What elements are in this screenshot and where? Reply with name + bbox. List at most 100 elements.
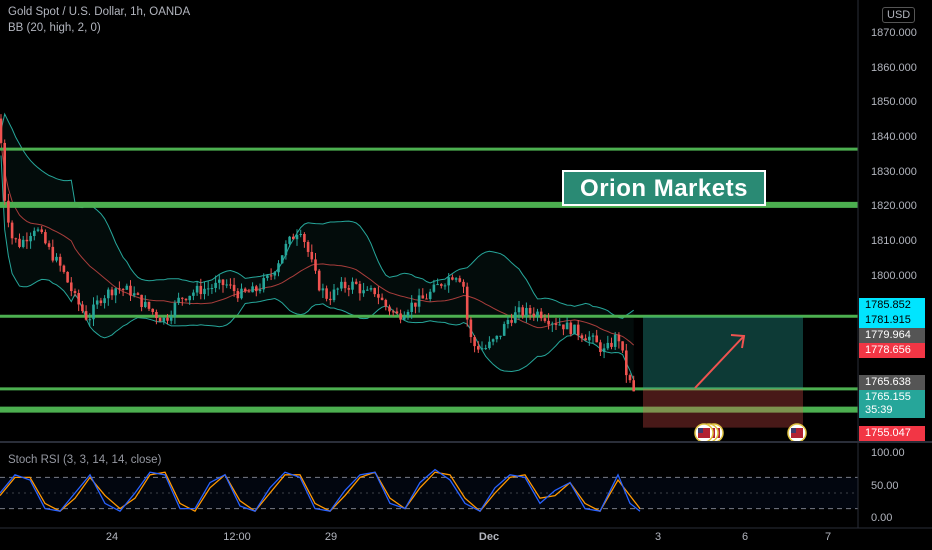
rsi-tick: 50.00: [871, 480, 899, 492]
time-tick: 12:00: [223, 531, 251, 543]
event-flag-canton: [791, 428, 796, 433]
currency-badge[interactable]: USD: [882, 7, 916, 23]
candle-body: [332, 289, 336, 301]
candle-body: [243, 288, 247, 292]
candle: [14, 237, 18, 243]
candle: [377, 286, 380, 305]
stoch-rsi-legend[interactable]: Stoch RSI (3, 3, 14, 14, close): [8, 454, 162, 466]
symbol-title[interactable]: Gold Spot / U.S. Dollar, 1h, OANDA: [8, 6, 191, 18]
candle: [451, 274, 454, 281]
candle-body: [0, 118, 3, 143]
candle: [321, 283, 325, 298]
candle: [632, 375, 635, 392]
candle: [384, 298, 388, 311]
candle-body: [240, 288, 243, 299]
candle: [36, 227, 40, 233]
candle-body: [280, 255, 284, 264]
candle-body: [488, 341, 491, 349]
candle: [613, 331, 617, 350]
candle: [539, 308, 543, 322]
candle-body: [29, 236, 32, 242]
time-tick: 6: [741, 531, 749, 543]
candle: [132, 286, 136, 298]
candle-body: [21, 239, 25, 247]
candle-body: [232, 284, 236, 292]
candle-body: [506, 320, 510, 325]
candle-body: [18, 238, 21, 247]
candle: [103, 295, 106, 309]
candle-body: [221, 279, 225, 286]
candle-body: [51, 246, 55, 261]
rsi-d-line: [0, 471, 641, 513]
candle-body: [317, 270, 321, 291]
event-flag-icon: [787, 423, 807, 443]
candle-body: [55, 256, 58, 261]
stoch-rsi-pane: [0, 468, 858, 513]
rsi-tick: 0.00: [871, 512, 893, 524]
candle-body: [443, 285, 447, 287]
candle: [554, 317, 558, 330]
candle-body: [410, 302, 413, 312]
candle-body: [354, 281, 358, 284]
candle: [21, 235, 25, 249]
candle: [329, 291, 332, 306]
candle: [62, 264, 66, 274]
candle: [195, 281, 199, 296]
candle-body: [166, 317, 169, 321]
candle-body: [621, 341, 624, 351]
candle-body: [477, 346, 480, 350]
candle-body: [210, 287, 214, 289]
candle: [410, 295, 413, 319]
candle: [188, 295, 191, 305]
candle: [221, 279, 225, 293]
candle: [547, 313, 550, 330]
candle-body: [447, 277, 450, 286]
candle: [332, 283, 336, 303]
time-tick: 24: [105, 531, 119, 543]
price-tick: 1840.000: [871, 131, 917, 143]
bb-indicator-legend[interactable]: BB (20, high, 2, 0): [8, 22, 101, 34]
candle: [251, 282, 254, 293]
candle-body: [99, 300, 103, 304]
candle-body: [173, 302, 177, 317]
candle-body: [192, 292, 195, 296]
candle-body: [454, 278, 458, 280]
candle-body: [362, 290, 365, 294]
candle: [362, 282, 365, 297]
candle: [114, 287, 117, 304]
long-position-tool[interactable]: [643, 316, 803, 428]
candle-body: [391, 311, 395, 313]
candle: [358, 280, 362, 301]
candle: [136, 291, 140, 296]
candle: [551, 321, 554, 333]
candle: [166, 313, 169, 325]
bollinger-bands: [0, 112, 635, 381]
economic-events[interactable]: [694, 423, 807, 443]
candle: [44, 229, 47, 245]
candle: [218, 274, 221, 290]
candle-body: [181, 297, 184, 299]
candle-body: [432, 284, 436, 292]
candle-body: [558, 324, 561, 326]
price-tick: 1820.000: [871, 200, 917, 212]
candle-body: [125, 285, 129, 290]
candle-body: [188, 295, 191, 301]
candle-body: [277, 263, 280, 273]
candle: [458, 275, 462, 283]
candle: [81, 300, 84, 314]
candle-body: [539, 311, 543, 319]
candle-body: [262, 278, 265, 290]
candle: [51, 239, 55, 263]
time-tick: 29: [324, 531, 338, 543]
candle-body: [81, 304, 84, 312]
candle-body: [114, 288, 117, 296]
candle-body: [121, 289, 125, 291]
candle: [181, 297, 184, 306]
candle-body: [565, 322, 569, 330]
candle: [580, 333, 584, 343]
candle: [288, 235, 291, 248]
candle-body: [366, 289, 369, 291]
candle: [425, 293, 428, 300]
candle: [277, 260, 280, 277]
